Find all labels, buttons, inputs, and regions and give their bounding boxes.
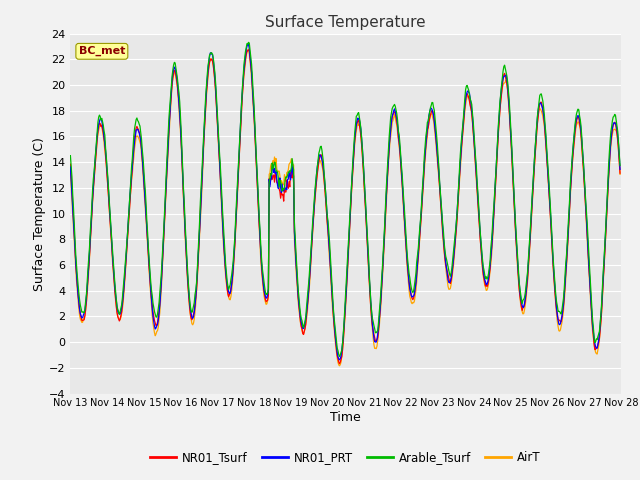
X-axis label: Time: Time <box>330 411 361 424</box>
Title: Surface Temperature: Surface Temperature <box>266 15 426 30</box>
Y-axis label: Surface Temperature (C): Surface Temperature (C) <box>33 137 46 290</box>
Legend: NR01_Tsurf, NR01_PRT, Arable_Tsurf, AirT: NR01_Tsurf, NR01_PRT, Arable_Tsurf, AirT <box>145 446 546 469</box>
Text: BC_met: BC_met <box>79 46 125 57</box>
